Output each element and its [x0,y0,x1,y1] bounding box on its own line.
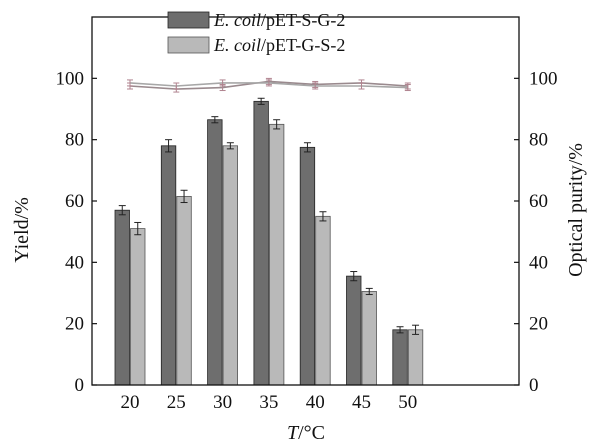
legend-label-series-1-rest: /pET-S-G-2 [261,10,345,30]
bar-series-2-50 [407,329,424,386]
bar-series-2-40 [315,215,331,386]
x-tick-label-40: 40 [306,392,325,413]
bar-series-2-20 [130,228,146,386]
legend-label-series-2: E. coil/pET-G-S-2 [213,35,345,55]
x-axis-title-symbol: T [287,422,300,444]
bar-series-2-25 [176,195,192,386]
legend-label-series-2-rest: /pET-G-S-2 [261,35,345,55]
y-axis-title: Yield/% [11,197,33,263]
legend-label-series-1: E. coil/pET-S-G-2 [213,10,345,30]
y2-axis-title: Optical purity/% [565,143,587,277]
error-bars-layer [118,97,420,335]
bar-series-2-35 [268,123,285,386]
x-tick-label-50: 50 [398,392,417,413]
optical-purity-layer [127,77,411,93]
bar-series-1-40 [299,146,316,386]
bar-series-1-25 [160,145,177,386]
y-tick-label-40: 40 [65,252,84,273]
y2-tick-label-60: 60 [529,191,548,212]
bar-series-2-45 [361,291,377,386]
bar-series-1-50 [392,329,408,386]
x-tick-label-45: 45 [352,392,371,413]
y-tick-label-0: 0 [75,375,85,396]
y-tick-label-100: 100 [56,68,85,89]
x-tick-label-20: 20 [121,392,140,413]
x-axis-title-unit: /°C [298,422,325,444]
y2-tick-label-0: 0 [529,375,539,396]
legend-swatch-series-2 [167,36,210,54]
x-tick-label-35: 35 [259,392,278,413]
bar-series-1-20 [114,209,130,386]
x-axis-ticks: 20 25 30 35 40 45 50 [121,392,418,413]
y2-tick-label-100: 100 [529,68,558,89]
x-axis-title: T/°C [287,422,325,444]
bar-series-1-45 [346,275,362,386]
legend-swatch-series-1 [167,11,210,29]
legend-label-series-2-italic: E. coil [213,35,261,55]
x-tick-label-25: 25 [167,392,186,413]
bar-series-1-35 [253,100,269,386]
y-tick-label-80: 80 [65,130,84,151]
y2-tick-label-80: 80 [529,130,548,151]
bar-series-1-30 [207,119,223,386]
y-axis-ticks: 0 20 40 60 80 100 [56,68,97,396]
y-tick-label-60: 60 [65,191,84,212]
x-tick-label-30: 30 [213,392,232,413]
legend-label-series-1-italic: E. coil [213,10,261,30]
bar-series-2-30 [222,145,239,386]
legend: E. coil/pET-S-G-2 E. coil/pET-G-S-2 [167,10,345,55]
y2-tick-label-40: 40 [529,252,548,273]
y2-axis-ticks: 0 20 40 60 80 100 [514,68,558,396]
y2-tick-label-20: 20 [529,314,548,335]
bars-layer [114,100,424,386]
y-tick-label-20: 20 [65,314,84,335]
